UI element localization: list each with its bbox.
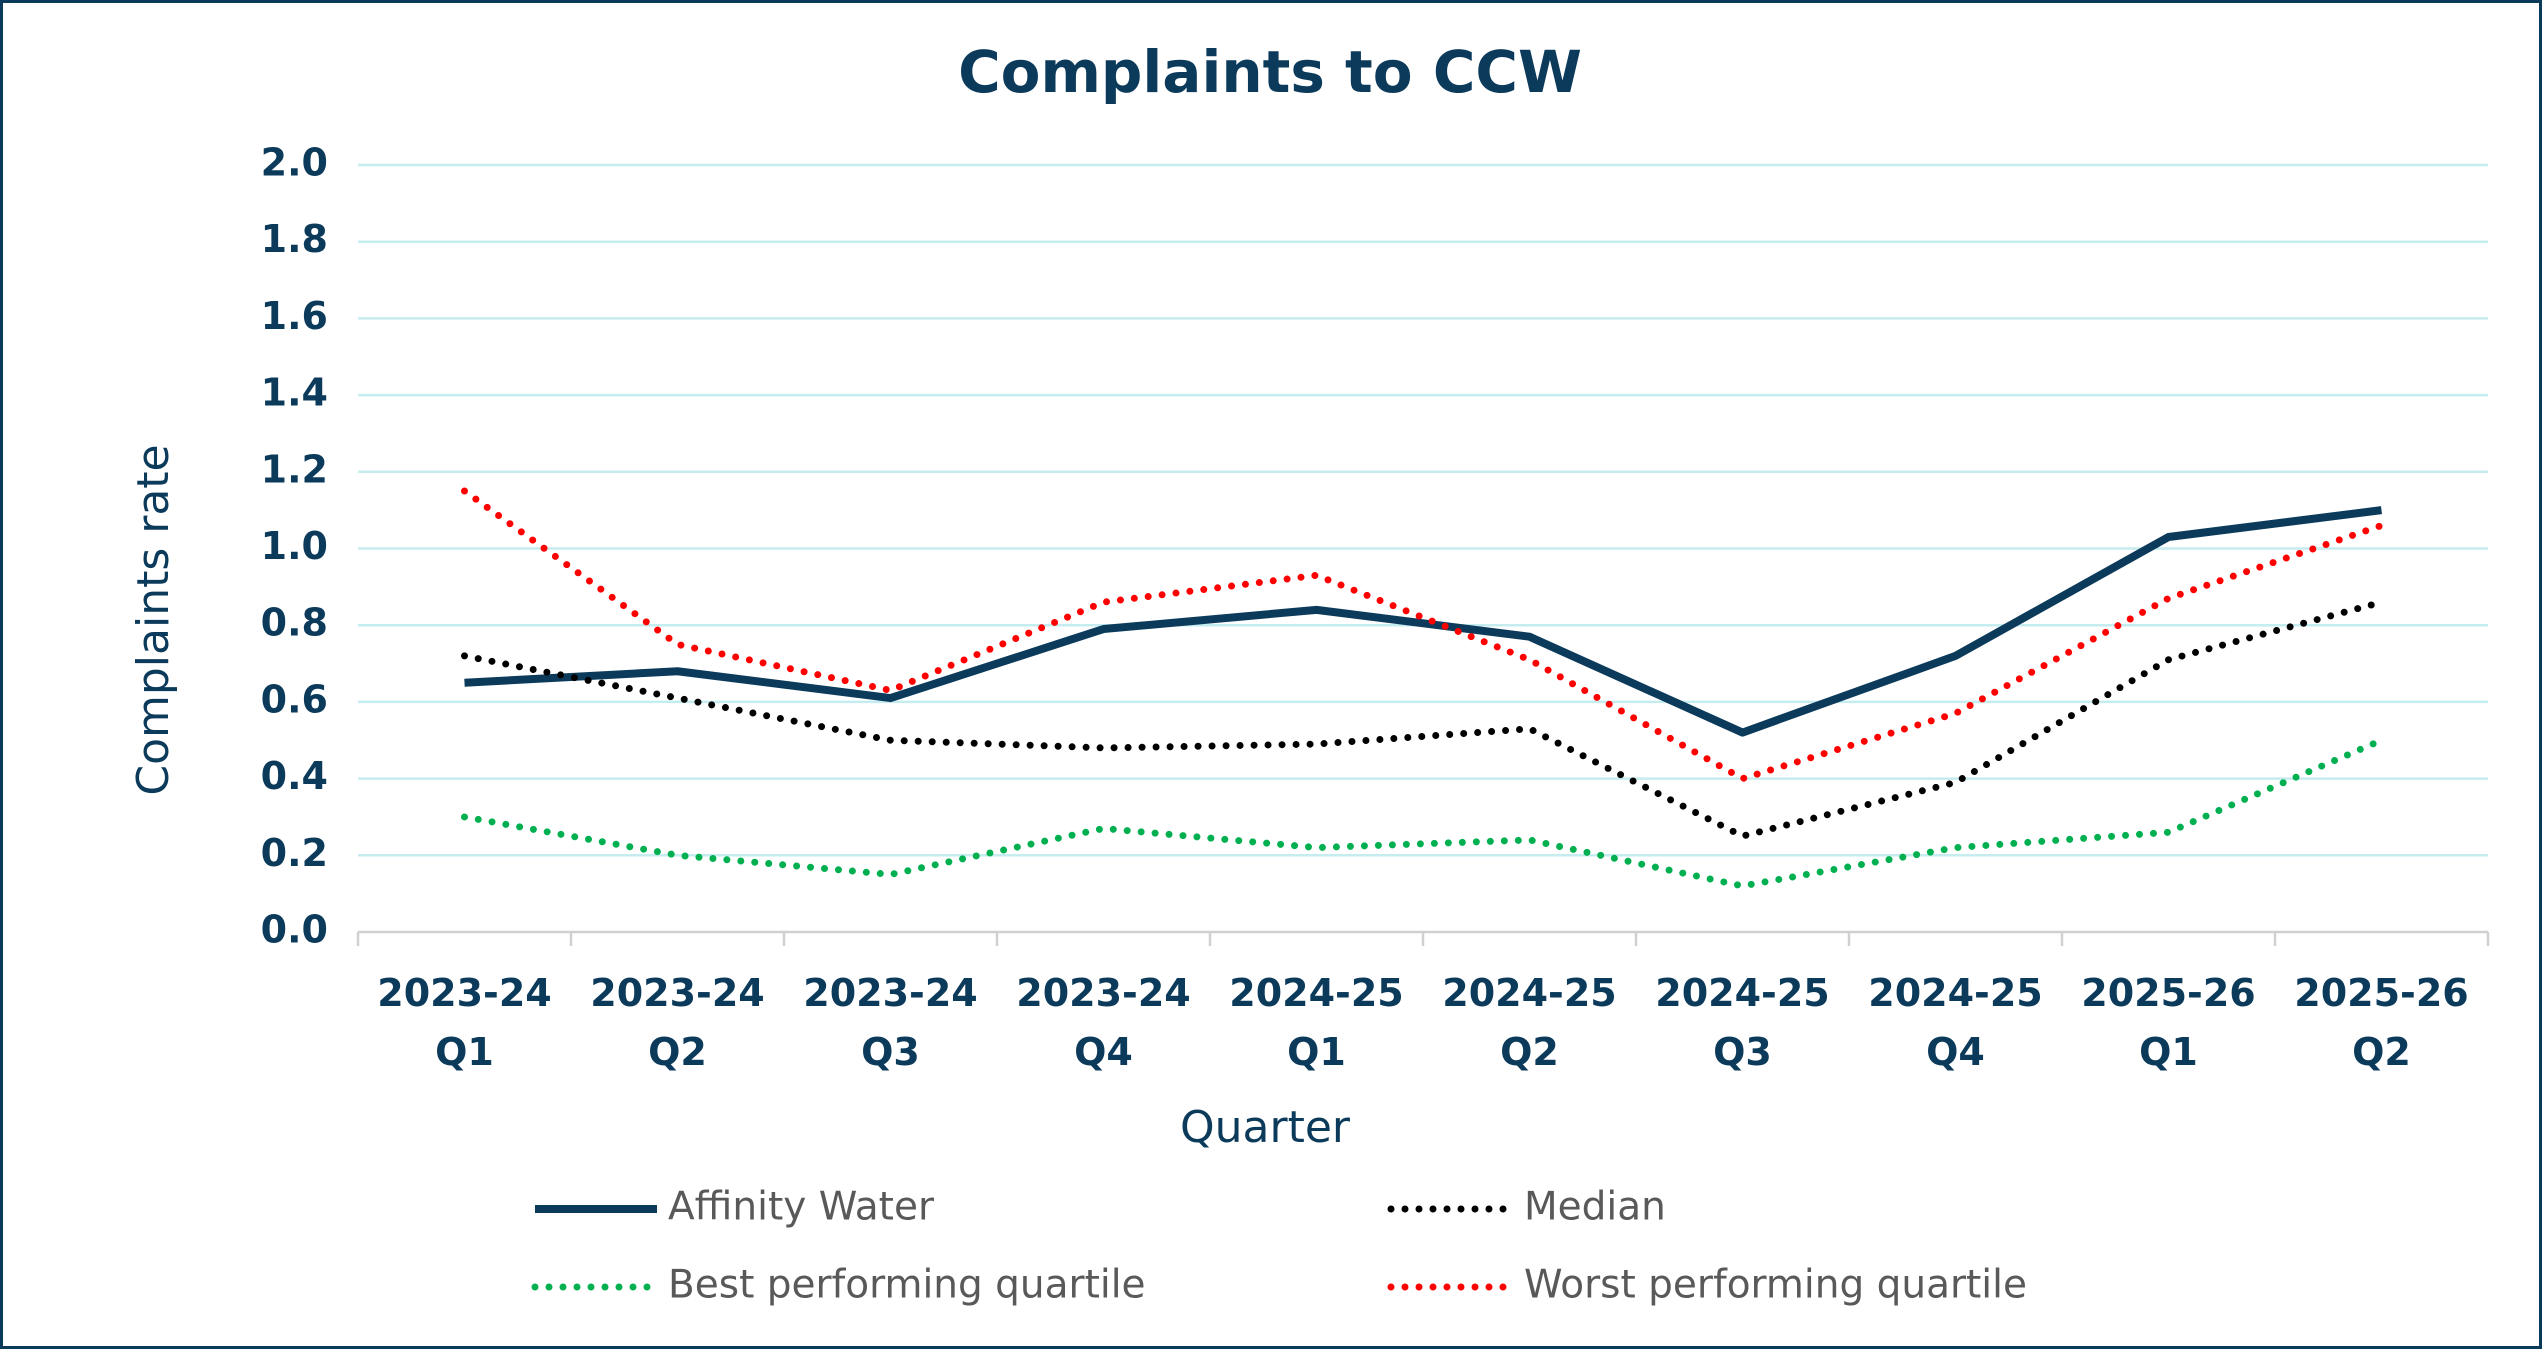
x-tick-label: 2023-24 Q4 (1016, 971, 1190, 1074)
y-axis-title: Complaints rate (128, 444, 179, 795)
y-tick-label: 1.4 (261, 371, 328, 415)
series-line (461, 736, 2385, 890)
x-tick-label: 2023-24 Q1 (377, 971, 551, 1074)
y-tick-label: 0.4 (261, 754, 328, 798)
chart-title: Complaints to CCW (958, 38, 1582, 106)
x-axis-title: Quarter (1180, 1102, 1351, 1153)
y-tick-label: 1.8 (261, 217, 328, 261)
series-line (464, 506, 2383, 737)
x-tick-label: 2024-25 Q1 (1229, 971, 1403, 1074)
y-tick-label: 1.6 (261, 294, 328, 338)
y-tick-label: 0.6 (261, 677, 328, 721)
legend-label: Median (1524, 1185, 1666, 1230)
legend-label: Affinity Water (668, 1185, 935, 1230)
y-tick-label: 1.0 (261, 524, 328, 568)
x-tick-label: 2025-26 Q1 (2081, 971, 2255, 1074)
series-line (461, 598, 2385, 840)
x-tick-label: 2023-24 Q2 (590, 971, 764, 1074)
x-tick-label: 2024-25 Q4 (1868, 971, 2042, 1074)
x-tick-label: 2025-26 Q2 (2294, 971, 2468, 1074)
x-tick-label: 2024-25 Q2 (1442, 971, 1616, 1074)
x-tick-label: 2023-24 Q3 (803, 971, 977, 1074)
legend-label: Best performing quartile (668, 1263, 1146, 1308)
y-tick-label: 1.2 (261, 447, 328, 491)
x-tick-label: 2024-25 Q3 (1655, 971, 1829, 1074)
y-tick-label: 0.8 (261, 601, 328, 645)
y-tick-label: 2.0 (261, 141, 328, 185)
y-tick-label: 0.2 (261, 831, 328, 875)
y-tick-label: 0.0 (261, 908, 328, 952)
legend-label: Worst performing quartile (1524, 1263, 2027, 1308)
